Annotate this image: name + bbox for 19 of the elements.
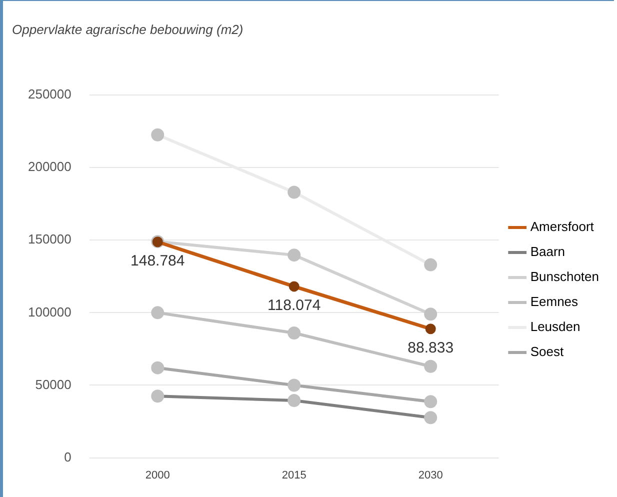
data-label: 148.784 (130, 252, 185, 270)
y-tick-label: 250000 (28, 86, 72, 102)
chart-title: Oppervlakte agrarische bebouwing (m2) (12, 22, 244, 37)
legend-label: Amersfoort (530, 219, 594, 234)
y-tick-label: 200000 (28, 159, 72, 174)
y-tick-label: 100000 (28, 304, 72, 320)
legend-label: Baarn (530, 244, 566, 260)
x-tick-label: 2015 (282, 469, 306, 482)
legend-label: Bunschoten (530, 269, 600, 284)
data-label: 88.833 (408, 340, 454, 357)
x-tick-label: 2030 (418, 469, 443, 482)
y-tick-label: 0 (64, 449, 72, 464)
legend-label: Eemnes (530, 294, 579, 310)
y-tick-label: 150000 (28, 232, 72, 247)
y-tick-label: 50000 (35, 376, 72, 392)
x-tick-label: 2000 (145, 469, 170, 482)
data-label: 118.074 (268, 297, 321, 314)
legend-label: Leusden (530, 319, 580, 334)
legend-label: Soest (530, 344, 564, 360)
